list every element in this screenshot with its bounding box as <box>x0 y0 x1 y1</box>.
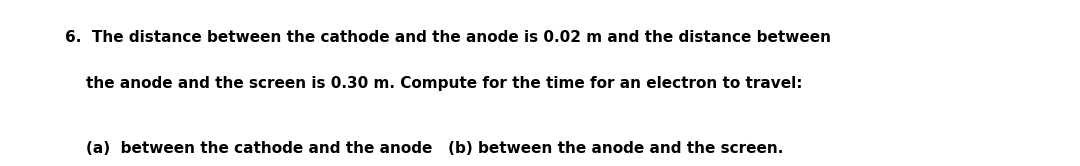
Text: (a)  between the cathode and the anode   (b) between the anode and the screen.: (a) between the cathode and the anode (b… <box>65 141 783 156</box>
Text: the anode and the screen is 0.30 m. Compute for the time for an electron to trav: the anode and the screen is 0.30 m. Comp… <box>65 76 802 91</box>
Text: 6.  The distance between the cathode and the anode is 0.02 m and the distance be: 6. The distance between the cathode and … <box>65 30 831 45</box>
